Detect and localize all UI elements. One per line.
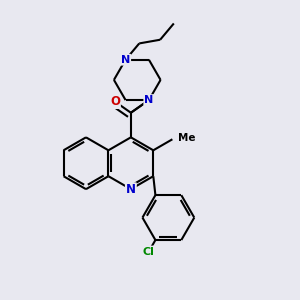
Text: N: N	[144, 95, 154, 105]
Text: Me: Me	[178, 133, 195, 143]
Text: N: N	[126, 183, 136, 196]
Text: O: O	[110, 95, 120, 108]
Text: N: N	[121, 55, 130, 65]
Text: Cl: Cl	[143, 247, 155, 256]
